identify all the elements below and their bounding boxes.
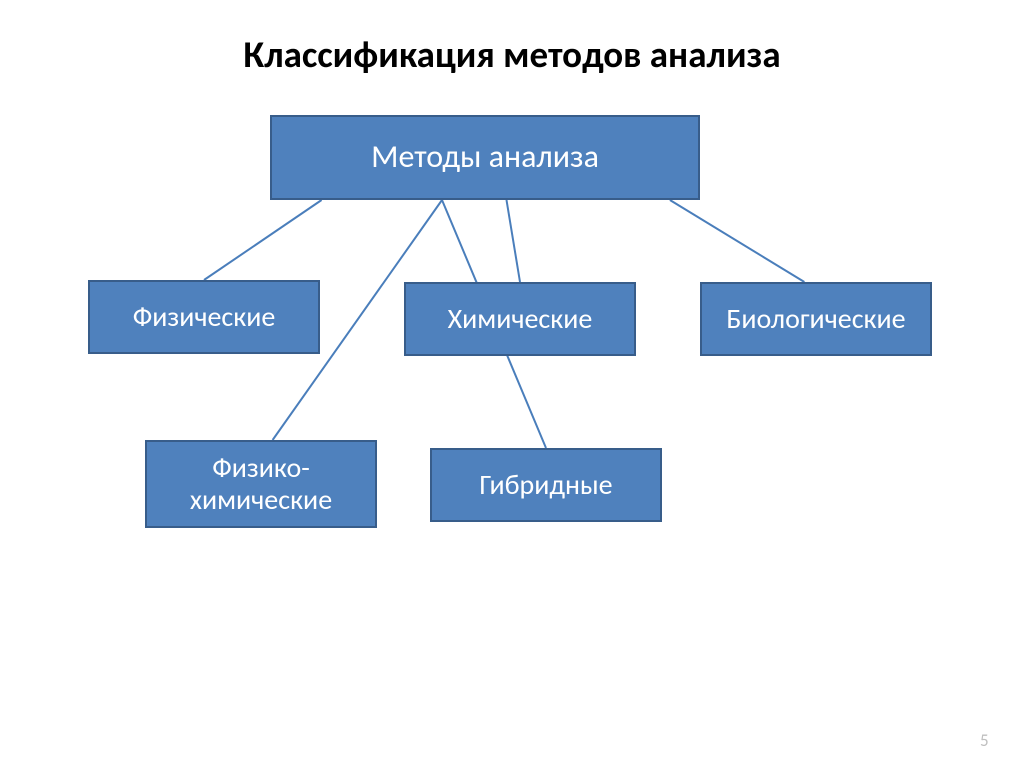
node-hybrid-label: Гибридные: [479, 469, 612, 501]
node-physical: Физические: [88, 280, 320, 354]
node-root-label: Методы анализа: [371, 139, 599, 176]
page-number: 5: [980, 730, 989, 751]
node-biological-label: Биологические: [726, 303, 905, 335]
node-biological: Биологические: [700, 282, 932, 356]
node-hybrid: Гибридные: [430, 448, 662, 522]
node-physchem: Физико-химические: [145, 440, 377, 528]
node-chemical-label: Химические: [448, 303, 593, 335]
node-root: Методы анализа: [270, 115, 700, 200]
slide-title: Классификация методов анализа: [0, 32, 1024, 77]
node-physchem-label: Физико-химические: [147, 452, 375, 516]
node-chemical: Химические: [404, 282, 636, 356]
node-physical-label: Физические: [133, 301, 276, 333]
